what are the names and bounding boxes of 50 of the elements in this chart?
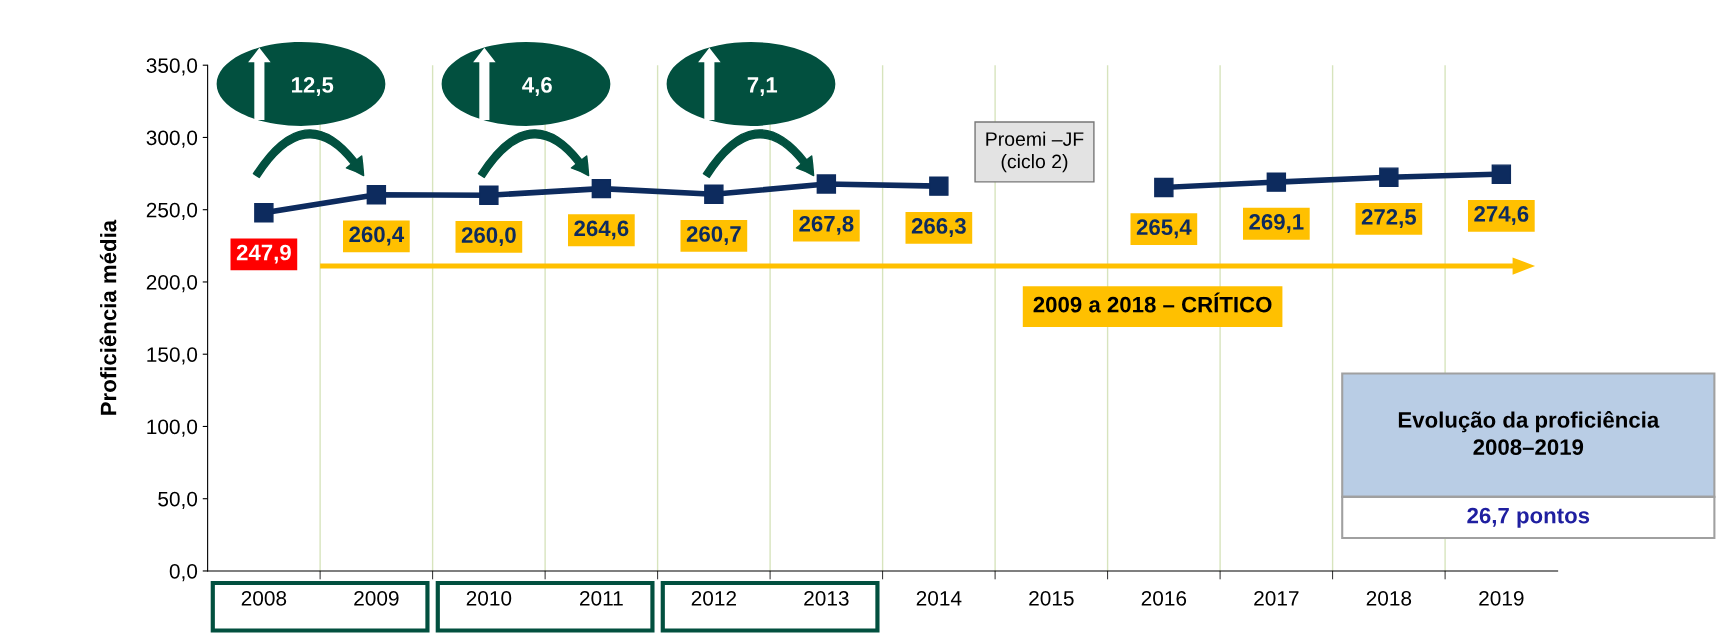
x-tick-label: 2009 <box>354 590 399 606</box>
x-tick-label: 2013 <box>804 590 849 606</box>
annotation: Proemi –JF (ciclo 2) <box>986 131 1084 173</box>
data-label: 260,7 <box>686 226 741 246</box>
annotation: 12,5 <box>292 77 334 97</box>
x-tick-label: 2018 <box>1366 590 1412 606</box>
x-tick-label: 2012 <box>691 590 736 606</box>
point <box>816 174 837 194</box>
annotation: Evolução da proficiência 2008–2019 <box>1398 411 1660 455</box>
annotation: 26,7 pontos <box>1467 507 1590 528</box>
annotation: 7,1 <box>747 77 778 97</box>
point <box>1266 172 1287 192</box>
point <box>1379 167 1399 187</box>
point <box>1491 164 1512 184</box>
y-tick-label: 100,0 <box>147 419 198 437</box>
data-label: 265,4 <box>1136 219 1192 239</box>
y-tick-label: 200,0 <box>146 274 198 293</box>
data-label: 264,6 <box>574 220 629 240</box>
point <box>591 178 612 199</box>
y-tick-label: 300,0 <box>146 130 198 148</box>
x-tick-label: 2016 <box>1141 590 1187 606</box>
y-tick-label: 50,0 <box>158 491 198 509</box>
x-tick-label: 2019 <box>1479 590 1524 606</box>
data-label: 274,6 <box>1474 206 1529 226</box>
y-axis-title: Proficiência média <box>99 219 117 415</box>
x-tick-label: 2015 <box>1029 590 1074 606</box>
data-label: 266,3 <box>911 218 966 237</box>
point <box>479 185 499 205</box>
x-tick-label: 2010 <box>466 590 512 606</box>
y-tick-label: 350,0 <box>146 58 198 76</box>
y-tick-label: 150,0 <box>147 347 198 365</box>
data-label: 272,5 <box>1361 209 1417 229</box>
data-label: 267,8 <box>799 215 854 235</box>
point <box>929 176 949 196</box>
y-tick-label: 0,0 <box>169 563 198 582</box>
point <box>704 184 724 204</box>
x-tick-label: 2011 <box>580 590 623 606</box>
point <box>1154 177 1174 198</box>
point <box>254 203 274 223</box>
y-tick-label: 250,0 <box>146 202 198 220</box>
x-tick-label: 2017 <box>1254 590 1299 606</box>
point <box>366 184 387 205</box>
data-label: 260,0 <box>461 227 516 247</box>
annotation: 2009 a 2018 – CRÍTICO <box>1033 292 1272 313</box>
data-label: 260,4 <box>349 226 405 246</box>
x-tick-label: 2008 <box>241 590 287 606</box>
data-label: 247,9 <box>236 244 291 264</box>
annotation: 4,6 <box>522 77 552 97</box>
x-tick-label: 2014 <box>916 590 962 606</box>
data-label: 269,1 <box>1249 214 1304 233</box>
